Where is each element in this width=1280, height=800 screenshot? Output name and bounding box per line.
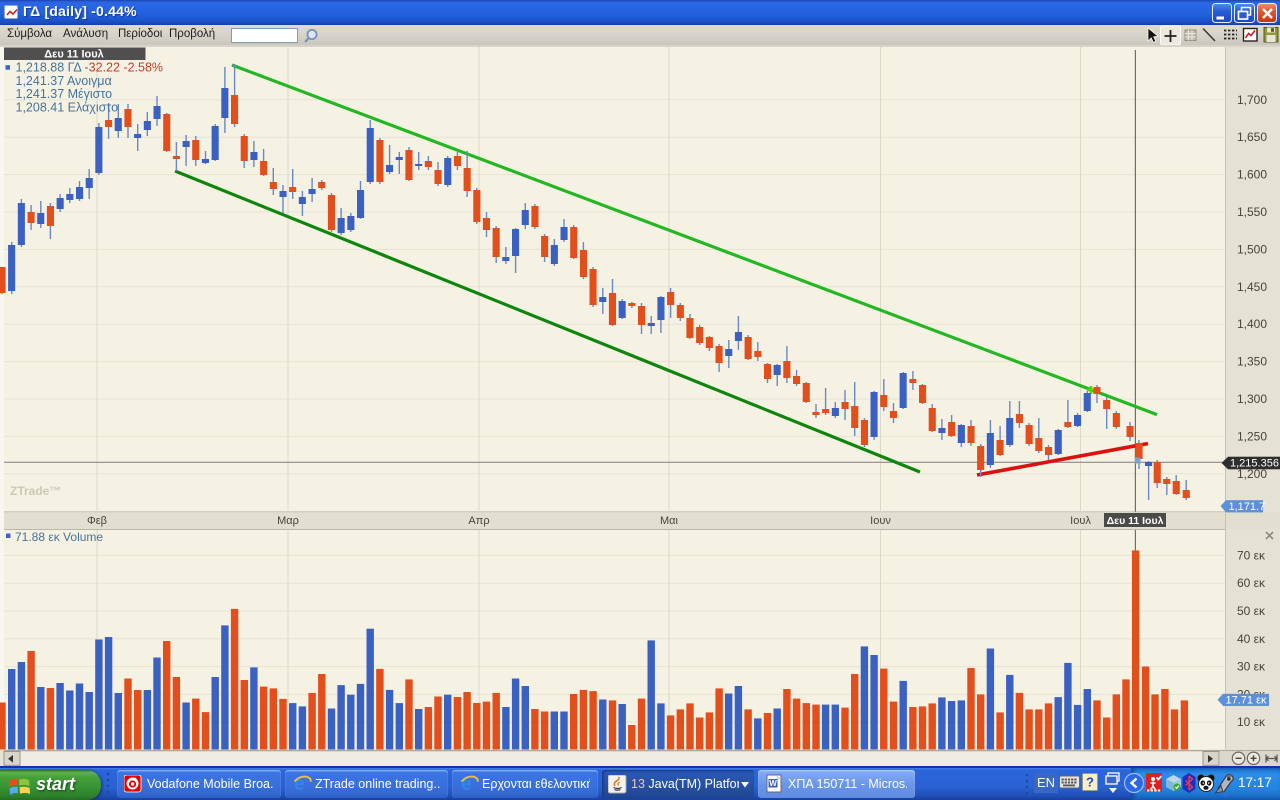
svg-text:Ιουλ: Ιουλ [1070,515,1091,527]
svg-text:40 εκ: 40 εκ [1237,632,1266,646]
svg-text:1,350: 1,350 [1237,355,1267,369]
svg-text:Δευ 11 Ιουλ: Δευ 11 Ιουλ [1107,515,1164,527]
svg-text:70 εκ: 70 εκ [1237,548,1266,562]
svg-text:?: ? [1086,775,1094,790]
svg-text:Φεβ: Φεβ [87,515,107,527]
svg-text:ZTrade™: ZTrade™ [10,484,61,498]
svg-text:1,208.41 Ελάχιστο: 1,208.41 Ελάχιστο [16,100,119,114]
svg-text:1,500: 1,500 [1237,242,1267,256]
svg-text:10 εκ: 10 εκ [1237,715,1266,729]
svg-text:1,241.37 Μέγιστο: 1,241.37 Μέγιστο [16,87,113,101]
svg-text:1,215.356: 1,215.356 [1230,458,1279,470]
svg-text:1,171.7: 1,171.7 [1229,501,1266,513]
svg-text:Ιουν: Ιουν [870,515,891,527]
svg-text:17.71 εκ: 17.71 εκ [1226,695,1267,707]
svg-text:1,218.88 ΓΔ -32.22 -2.58%: 1,218.88 ΓΔ -32.22 -2.58% [16,61,164,75]
svg-text:1,700: 1,700 [1237,93,1267,107]
svg-text:1,250: 1,250 [1237,429,1267,443]
svg-text:30 εκ: 30 εκ [1237,660,1266,674]
svg-text:1,400: 1,400 [1237,317,1267,331]
svg-text:1,600: 1,600 [1237,168,1267,182]
svg-text:1,550: 1,550 [1237,205,1267,219]
svg-text:Μαρ: Μαρ [277,515,299,527]
svg-text:1,300: 1,300 [1237,392,1267,406]
svg-text:e: e [461,774,472,795]
svg-text:71.88 εκ Volume: 71.88 εκ Volume [15,530,103,544]
svg-text:1,200: 1,200 [1237,467,1267,481]
svg-text:e: e [294,774,305,795]
svg-text:1,650: 1,650 [1237,130,1267,144]
svg-text:50 εκ: 50 εκ [1237,604,1266,618]
svg-text:1,241.37 Ανοιγμα: 1,241.37 Ανοιγμα [16,74,112,88]
svg-text:60 εκ: 60 εκ [1237,576,1266,590]
svg-text:W: W [769,779,777,788]
svg-text:Απρ: Απρ [468,515,489,527]
svg-text:1,450: 1,450 [1237,280,1267,294]
svg-text:Μαι: Μαι [660,515,679,527]
svg-text:Δευ 11 Ιουλ: Δευ 11 Ιουλ [44,49,104,61]
